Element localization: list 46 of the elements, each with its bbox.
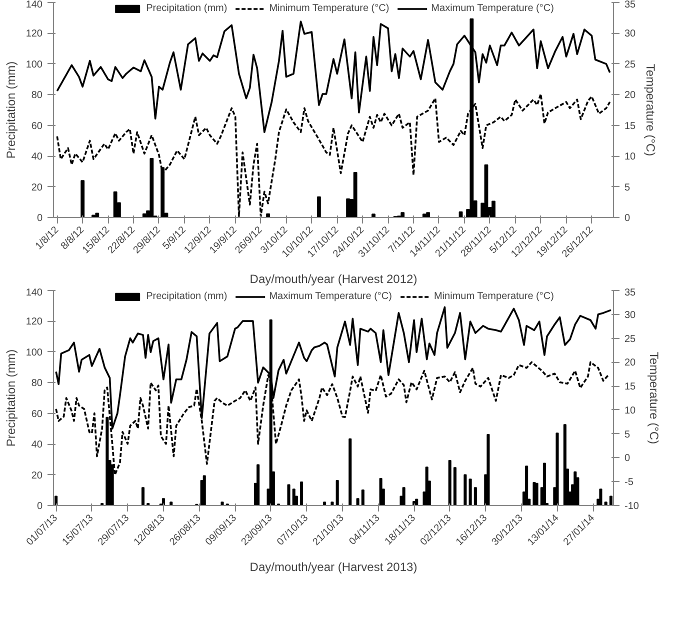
y2-tick-label: 5 <box>624 429 630 440</box>
y-tick-label: 60 <box>31 120 43 132</box>
legend-label: Maximum Temperature (°C) <box>431 3 554 14</box>
y-tick-label: 100 <box>26 59 43 70</box>
y2-tick-label: 15 <box>624 120 636 132</box>
y2-tick-label: 20 <box>624 90 636 102</box>
y-tick-label: 120 <box>26 28 43 40</box>
y-axis-title: Precipitation (mm) <box>4 61 18 159</box>
y2-axis-title: Temperature (°C) <box>646 352 661 444</box>
y-tick-label: 40 <box>31 152 43 163</box>
y-axis-title: Precipitation (mm) <box>4 349 18 447</box>
y2-tick-label: 35 <box>624 288 636 298</box>
y2-tick-label: 20 <box>624 358 636 369</box>
y2-tick-label: 0 <box>624 213 630 224</box>
legend-label: Minimum Temperature (°C) <box>269 3 390 14</box>
y2-tick-label: -10 <box>624 501 640 512</box>
y-tick-label: 120 <box>26 316 43 328</box>
legend-label: Precipitation (mm) <box>146 3 228 14</box>
y-tick-label: 100 <box>26 347 43 358</box>
y2-tick-label: 30 <box>624 310 636 321</box>
x-axis-title: Day/mouth/year (Harvest 2013) <box>250 560 418 574</box>
y-tick-label: 80 <box>31 90 43 102</box>
y2-axis-title: Temperature (°C) <box>644 64 658 156</box>
legend-label: Minimum Temperature (°C) <box>434 291 554 302</box>
y-tick-label: 0 <box>36 213 43 224</box>
y2-tick-label: 10 <box>624 405 636 416</box>
y2-tick-label: 35 <box>624 0 636 10</box>
y-tick-label: 40 <box>31 440 43 451</box>
y2-tick-label: 10 <box>624 152 636 163</box>
y-tick-label: 80 <box>31 378 43 390</box>
y-tick-label: 60 <box>31 408 43 420</box>
y2-tick-label: 30 <box>624 28 636 40</box>
y2-tick-label: 25 <box>624 59 636 70</box>
y-tick-label: 20 <box>31 470 43 482</box>
y2-tick-label: 5 <box>624 182 630 194</box>
y2-tick-label: 0 <box>624 453 630 464</box>
y2-tick-label: 25 <box>624 334 636 345</box>
legend-label: Precipitation (mm) <box>146 291 228 302</box>
y-tick-label: 20 <box>31 182 43 194</box>
legend-label: Maximum Temperature (°C) <box>269 291 392 302</box>
x-axis-title: Day/mouth/year (Harvest 2012) <box>250 272 418 286</box>
y2-tick-label: -5 <box>624 477 634 488</box>
y2-tick-label: 15 <box>624 382 636 393</box>
y-tick-label: 140 <box>26 288 43 298</box>
y-tick-label: 140 <box>26 0 43 10</box>
y-tick-label: 0 <box>36 501 43 512</box>
